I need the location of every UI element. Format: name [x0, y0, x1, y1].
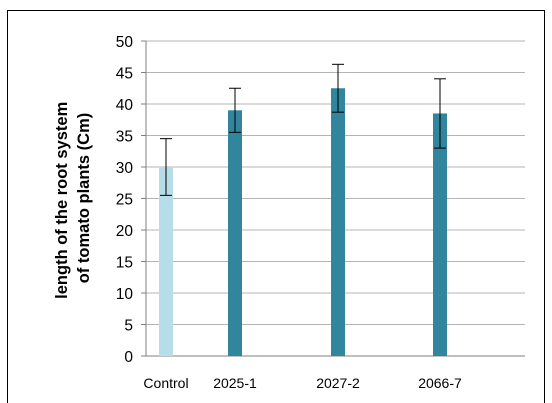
- y-tick-label: 0: [124, 349, 133, 366]
- y-tick-label: 25: [116, 192, 133, 209]
- y-tick-labels: 0 5 10 15 20 25 30 35 40 45 50: [116, 34, 134, 366]
- bars: [159, 88, 447, 356]
- error-bars: [160, 63, 446, 196]
- x-tick-label-2066-7: 2066-7: [418, 375, 462, 391]
- error-bar-2025-1: [229, 87, 241, 133]
- chart-frame: [7, 10, 545, 403]
- y-tick-label: 35: [116, 129, 133, 146]
- y-axis-title: length of the root system of tomato plan…: [53, 97, 93, 299]
- error-bar-2066-7: [434, 78, 446, 149]
- x-tick-label-2027-2: 2027-2: [316, 375, 360, 391]
- y-tick-label: 40: [116, 97, 134, 114]
- y-tick-label: 5: [124, 318, 133, 335]
- bar-2027-2: [331, 88, 345, 356]
- y-tick-label: 10: [116, 286, 134, 303]
- error-bar-2027-2: [332, 63, 344, 113]
- bar-2025-1: [228, 110, 242, 356]
- x-tick-label-Control: Control: [143, 375, 188, 391]
- bar-Control: [159, 167, 173, 356]
- y-tick-label: 20: [116, 223, 134, 240]
- y-axis-title-line-2: of tomato plants (Cm): [75, 113, 93, 284]
- y-tick-label: 50: [116, 34, 134, 51]
- x-tick-label-2025-1: 2025-1: [213, 375, 257, 391]
- bar-2066-7: [433, 113, 447, 356]
- y-tick-label: 15: [116, 255, 133, 272]
- x-tick-labels: Control 2025-1 2027-2 2066-7: [143, 375, 462, 391]
- y-axis-title-line-1: length of the root system: [53, 102, 71, 299]
- error-bar-Control: [160, 138, 172, 196]
- y-tick-label: 45: [116, 66, 133, 83]
- y-tick-label: 30: [116, 160, 134, 177]
